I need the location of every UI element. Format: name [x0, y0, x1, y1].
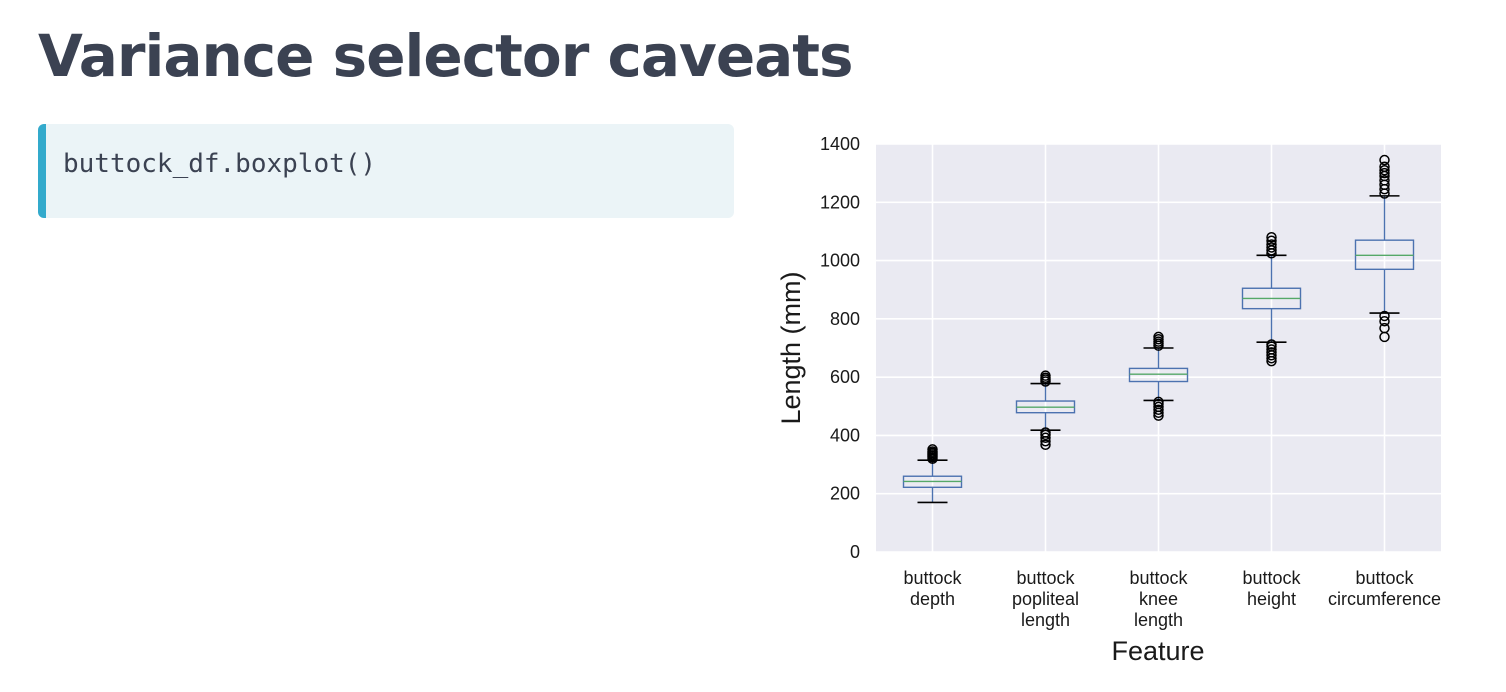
- x-tick-label: buttock circumference: [1328, 568, 1441, 609]
- y-tick-label: 400: [830, 425, 860, 445]
- outlier-point: [1379, 315, 1390, 327]
- outlier-point: [1153, 331, 1164, 343]
- outlier-point: [1266, 235, 1277, 247]
- outlier-point: [1379, 167, 1390, 179]
- x-tick-labels: buttock depth buttock popliteal length buttoc…: [903, 568, 1441, 630]
- code-text: buttock_df.boxplot(): [63, 149, 377, 179]
- y-tick-labels: 0 200 400 600 800 1000 1200 1400: [820, 134, 860, 562]
- outlier-point: [927, 444, 938, 455]
- outlier-point: [1040, 439, 1051, 451]
- box-group: [1354, 154, 1415, 343]
- outlier-point: [1040, 432, 1051, 444]
- outlier-point: [1379, 175, 1390, 186]
- y-tick-label: 0: [850, 542, 860, 562]
- outlier-point: [1266, 339, 1277, 350]
- outlier-point: [1266, 239, 1277, 250]
- outlier-point: [1379, 164, 1390, 176]
- box-group: [1241, 232, 1302, 367]
- outlier-point: [1266, 242, 1277, 253]
- outlier-point: [1266, 344, 1277, 355]
- outlier-point: [1266, 232, 1277, 243]
- outlier-point: [1153, 396, 1164, 408]
- outlier-point: [1379, 310, 1390, 322]
- box-iqr: [1128, 367, 1189, 383]
- box-group: [1015, 370, 1076, 451]
- box-group: [902, 444, 963, 504]
- y-axis-label: Length (mm): [776, 271, 806, 424]
- outlier-point: [1266, 347, 1277, 358]
- slide-title: Variance selector caveats: [38, 22, 854, 90]
- x-axis-label: Feature: [1111, 636, 1204, 666]
- y-tick-label: 600: [830, 367, 860, 387]
- outlier-point: [1040, 370, 1051, 381]
- outlier-point: [1040, 427, 1051, 438]
- outlier-point: [1379, 154, 1390, 166]
- y-tick-label: 800: [830, 309, 860, 329]
- code-block: buttock_df.boxplot(): [38, 124, 734, 218]
- outlier-point: [1379, 322, 1390, 334]
- x-tick-label: buttock height: [1242, 568, 1301, 609]
- x-tick-label: buttock popliteal length: [1012, 568, 1079, 630]
- box-group: [1128, 331, 1189, 421]
- outlier-point: [1153, 404, 1164, 416]
- outlier-point: [1379, 161, 1390, 172]
- boxes: [902, 154, 1415, 504]
- y-tick-label: 200: [830, 484, 860, 504]
- outlier-point: [1153, 401, 1164, 413]
- y-tick-label: 1400: [820, 134, 860, 154]
- y-tick-label: 1000: [820, 251, 860, 271]
- x-tick-label: buttock knee length: [1129, 568, 1188, 630]
- y-tick-label: 1200: [820, 192, 860, 212]
- x-tick-label: buttock depth: [903, 568, 962, 609]
